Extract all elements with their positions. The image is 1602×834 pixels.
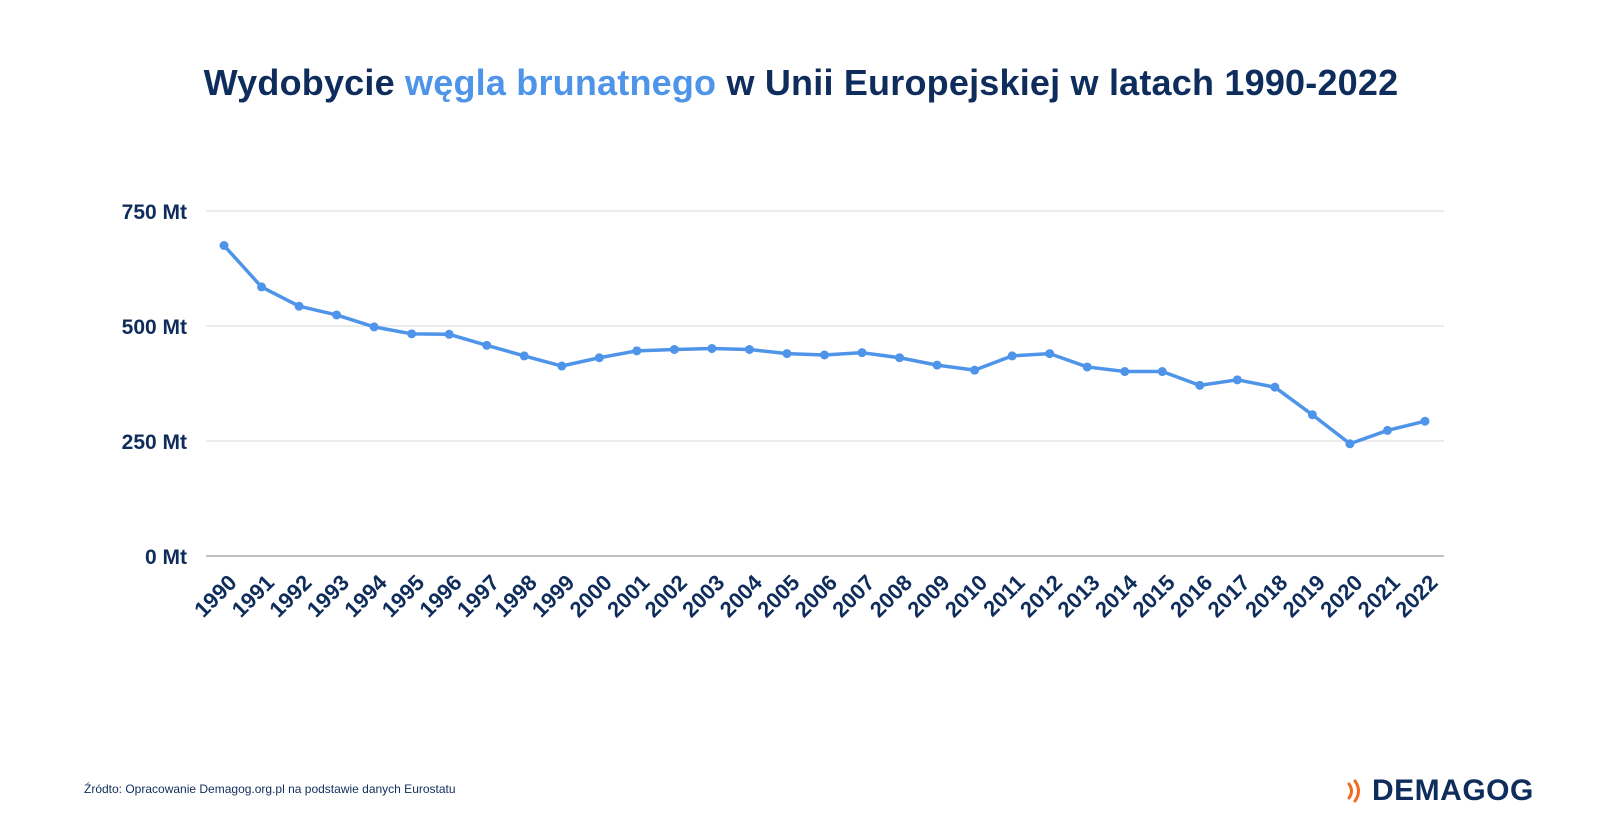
x-tick-label: 1999 [527,570,579,622]
y-tick-label: 500 Mt [122,316,187,339]
data-point [1420,416,1430,426]
x-tick-label: 2021 [1353,570,1405,622]
x-tick-label: 2015 [1128,570,1180,622]
x-tick-label: 2022 [1390,570,1442,622]
grid-layer [206,210,1444,557]
data-point [557,361,567,371]
x-tick-label: 2016 [1165,570,1217,622]
x-tick-label: 2018 [1240,570,1292,622]
x-tick-label: 2009 [902,570,954,622]
data-point [782,349,792,359]
y-tick-label: 750 Mt [122,201,187,224]
x-tick-label: 1995 [377,570,429,622]
data-point [519,351,529,361]
data-point [1045,349,1055,359]
data-point [707,344,717,354]
x-tick-label: 1993 [302,570,354,622]
data-point [219,241,229,250]
data-point [895,353,905,363]
x-tick-label: 1997 [452,570,504,622]
signal-waves-icon [1347,779,1360,803]
x-tick-label: 2011 [978,570,1029,621]
x-tick-label: 1990 [189,570,241,622]
x-tick-label: 1991 [227,570,279,622]
x-tick-label: 2012 [1015,570,1067,622]
data-point [669,344,679,354]
data-point [332,310,342,320]
chart-title: Wydobycie węgla brunatnego w Unii Europe… [0,62,1602,104]
x-tick-label: 1996 [414,570,466,622]
data-point [970,365,980,375]
data-point [257,282,267,292]
x-tick-label: 2006 [790,570,842,622]
x-axis-ticks: 1990199119921993199419951996199719981999… [189,569,1442,622]
data-point [820,350,829,360]
x-tick-label: 2000 [565,570,617,622]
x-tick-label: 2002 [640,570,692,622]
x-tick-label: 2005 [752,570,804,622]
source-note: Źródto: Opracowanie Demagog.org.pl na po… [84,782,456,796]
series-line [222,243,1427,446]
data-point [932,360,942,370]
data-point [1120,367,1130,377]
data-point [1082,362,1092,372]
x-tick-label: 2008 [865,570,917,622]
data-point [294,301,304,311]
y-tick-label: 0 Mt [145,546,187,569]
title-part-1: Wydobycie [203,62,406,103]
data-point [1195,380,1205,390]
logo-text: DEMAGOG [1372,774,1534,807]
demagog-logo: DEMAGOG [1346,774,1534,808]
data-point [1232,375,1242,385]
data-point [744,344,754,354]
x-tick-label: 2013 [1052,570,1104,622]
data-point [369,322,379,332]
x-tick-label: 2003 [677,570,729,622]
data-point [1307,410,1317,420]
x-tick-label: 2020 [1315,570,1367,622]
x-tick-label: 2019 [1278,570,1330,622]
data-point [1270,382,1280,392]
data-point [482,340,492,350]
y-axis-ticks: 0 Mt 250 Mt 500 Mt 750 Mt [122,201,187,569]
data-point [857,348,867,358]
y-tick-label: 250 Mt [122,431,187,454]
data-point [1007,351,1017,361]
title-highlight: węgla brunatnego [405,62,717,103]
data-point [632,346,642,356]
series-layer [219,241,1430,449]
data-point [1345,439,1355,449]
x-tick-label: 1992 [264,570,316,622]
data-point [594,353,604,363]
x-tick-label: 1998 [489,570,541,622]
data-point [407,329,417,339]
x-tick-label: 2001 [602,570,654,622]
x-tick-label: 2010 [940,570,992,622]
title-part-2: w Unii Europejskiej w latach 1990-2022 [716,62,1399,103]
data-point [1157,367,1167,377]
data-point [444,329,454,339]
data-point [1382,425,1392,435]
x-tick-label: 2017 [1203,570,1255,622]
x-tick-label: 2007 [827,570,879,622]
